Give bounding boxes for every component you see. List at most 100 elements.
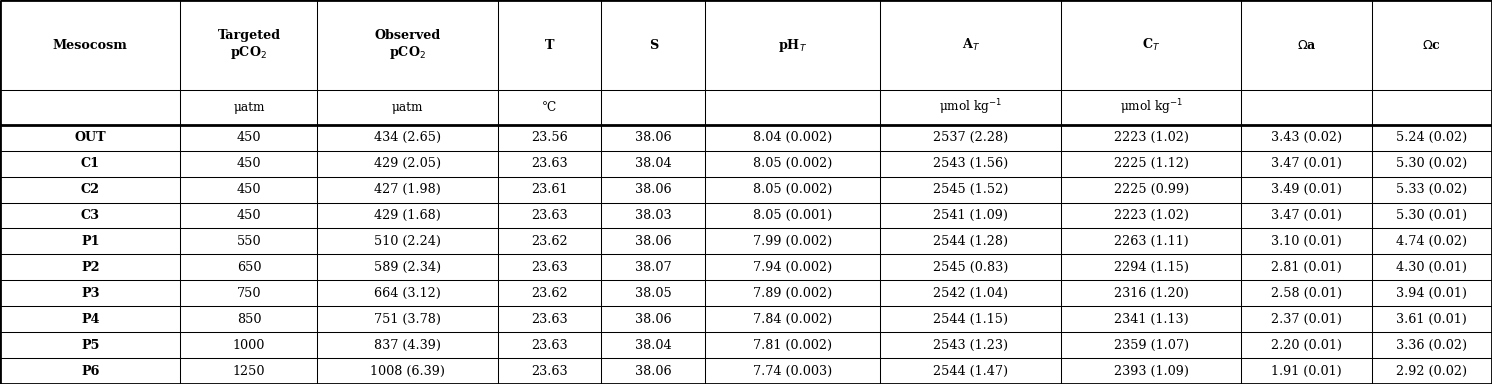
Text: 8.04 (0.002): 8.04 (0.002) <box>753 131 833 144</box>
Text: 7.84 (0.002): 7.84 (0.002) <box>753 313 833 326</box>
Text: 23.63: 23.63 <box>531 209 568 222</box>
Text: 664 (3.12): 664 (3.12) <box>374 287 442 300</box>
Text: 5.24 (0.02): 5.24 (0.02) <box>1397 131 1468 144</box>
Text: μmol kg$^{-1}$: μmol kg$^{-1}$ <box>938 98 1003 118</box>
Text: C$_T$: C$_T$ <box>1141 37 1161 53</box>
Text: μmol kg$^{-1}$: μmol kg$^{-1}$ <box>1119 98 1183 118</box>
Text: 2.81 (0.01): 2.81 (0.01) <box>1271 261 1341 274</box>
Text: 2223 (1.02): 2223 (1.02) <box>1113 209 1189 222</box>
Text: 2.58 (0.01): 2.58 (0.01) <box>1271 287 1343 300</box>
Text: 8.05 (0.002): 8.05 (0.002) <box>753 183 833 196</box>
Text: 2543 (1.23): 2543 (1.23) <box>932 339 1009 352</box>
Text: 3.47 (0.01): 3.47 (0.01) <box>1271 157 1341 170</box>
Text: 450: 450 <box>237 157 261 170</box>
Text: 1008 (6.39): 1008 (6.39) <box>370 364 445 377</box>
Text: 23.63: 23.63 <box>531 261 568 274</box>
Text: 1.91 (0.01): 1.91 (0.01) <box>1271 364 1341 377</box>
Text: 3.36 (0.02): 3.36 (0.02) <box>1397 339 1468 352</box>
Text: 751 (3.78): 751 (3.78) <box>374 313 442 326</box>
Text: 23.63: 23.63 <box>531 339 568 352</box>
Text: 510 (2.24): 510 (2.24) <box>374 235 442 248</box>
Text: 2223 (1.02): 2223 (1.02) <box>1113 131 1189 144</box>
Text: μatm: μatm <box>392 101 424 114</box>
Text: 5.30 (0.01): 5.30 (0.01) <box>1397 209 1468 222</box>
Text: C1: C1 <box>81 157 100 170</box>
Text: 23.62: 23.62 <box>531 287 568 300</box>
Text: 5.30 (0.02): 5.30 (0.02) <box>1397 157 1468 170</box>
Text: $\Omega$a: $\Omega$a <box>1297 39 1316 51</box>
Text: 434 (2.65): 434 (2.65) <box>374 131 442 144</box>
Text: 2.92 (0.02): 2.92 (0.02) <box>1397 364 1468 377</box>
Text: 23.56: 23.56 <box>531 131 568 144</box>
Text: 38.05: 38.05 <box>636 287 671 300</box>
Text: 38.04: 38.04 <box>636 157 671 170</box>
Text: μatm: μatm <box>233 101 264 114</box>
Text: 3.94 (0.01): 3.94 (0.01) <box>1397 287 1467 300</box>
Text: 23.62: 23.62 <box>531 235 568 248</box>
Text: 650: 650 <box>237 261 261 274</box>
Text: 3.10 (0.01): 3.10 (0.01) <box>1271 235 1341 248</box>
Text: 8.05 (0.001): 8.05 (0.001) <box>753 209 833 222</box>
Text: 23.63: 23.63 <box>531 157 568 170</box>
Text: 7.94 (0.002): 7.94 (0.002) <box>753 261 833 274</box>
Text: P5: P5 <box>81 339 100 352</box>
Text: 4.30 (0.01): 4.30 (0.01) <box>1397 261 1467 274</box>
Text: 837 (4.39): 837 (4.39) <box>374 339 442 352</box>
Text: 2542 (1.04): 2542 (1.04) <box>932 287 1009 300</box>
Text: 7.74 (0.003): 7.74 (0.003) <box>753 364 833 377</box>
Text: 2543 (1.56): 2543 (1.56) <box>932 157 1009 170</box>
Text: 23.63: 23.63 <box>531 364 568 377</box>
Text: 23.61: 23.61 <box>531 183 568 196</box>
Text: 7.81 (0.002): 7.81 (0.002) <box>753 339 833 352</box>
Text: 3.61 (0.01): 3.61 (0.01) <box>1397 313 1467 326</box>
Text: 3.47 (0.01): 3.47 (0.01) <box>1271 209 1341 222</box>
Text: P4: P4 <box>81 313 100 326</box>
Text: 550: 550 <box>237 235 261 248</box>
Text: Targeted
pCO$_2$: Targeted pCO$_2$ <box>218 29 280 61</box>
Text: 450: 450 <box>237 209 261 222</box>
Text: 1000: 1000 <box>233 339 266 352</box>
Text: 2225 (0.99): 2225 (0.99) <box>1113 183 1189 196</box>
Text: OUT: OUT <box>75 131 106 144</box>
Text: 38.06: 38.06 <box>636 313 671 326</box>
Text: 3.43 (0.02): 3.43 (0.02) <box>1271 131 1343 144</box>
Text: Observed
pCO$_2$: Observed pCO$_2$ <box>374 29 440 61</box>
Text: 1250: 1250 <box>233 364 266 377</box>
Text: 38.06: 38.06 <box>636 183 671 196</box>
Text: 7.99 (0.002): 7.99 (0.002) <box>753 235 833 248</box>
Text: 2294 (1.15): 2294 (1.15) <box>1113 261 1189 274</box>
Text: 429 (1.68): 429 (1.68) <box>374 209 442 222</box>
Text: 2544 (1.47): 2544 (1.47) <box>932 364 1009 377</box>
Text: P3: P3 <box>81 287 100 300</box>
Text: 8.05 (0.002): 8.05 (0.002) <box>753 157 833 170</box>
Text: P2: P2 <box>81 261 100 274</box>
Text: P1: P1 <box>81 235 100 248</box>
Text: $\Omega$c: $\Omega$c <box>1422 39 1441 51</box>
Text: 2359 (1.07): 2359 (1.07) <box>1113 339 1189 352</box>
Text: 2316 (1.20): 2316 (1.20) <box>1113 287 1189 300</box>
Text: 2544 (1.15): 2544 (1.15) <box>932 313 1009 326</box>
Text: C2: C2 <box>81 183 100 196</box>
Text: 38.04: 38.04 <box>636 339 671 352</box>
Text: 427 (1.98): 427 (1.98) <box>374 183 442 196</box>
Text: 2545 (0.83): 2545 (0.83) <box>932 261 1009 274</box>
Text: 450: 450 <box>237 183 261 196</box>
Text: 7.89 (0.002): 7.89 (0.002) <box>753 287 833 300</box>
Text: 2.20 (0.01): 2.20 (0.01) <box>1271 339 1341 352</box>
Text: 2541 (1.09): 2541 (1.09) <box>932 209 1009 222</box>
Text: 4.74 (0.02): 4.74 (0.02) <box>1397 235 1468 248</box>
Text: 23.63: 23.63 <box>531 313 568 326</box>
Text: 2263 (1.11): 2263 (1.11) <box>1115 235 1189 248</box>
Text: 38.06: 38.06 <box>636 235 671 248</box>
Text: pH$_T$: pH$_T$ <box>779 36 807 54</box>
Text: 589 (2.34): 589 (2.34) <box>374 261 442 274</box>
Text: 2.37 (0.01): 2.37 (0.01) <box>1271 313 1341 326</box>
Text: T: T <box>545 39 555 51</box>
Text: 450: 450 <box>237 131 261 144</box>
Text: 2537 (2.28): 2537 (2.28) <box>932 131 1009 144</box>
Text: 429 (2.05): 429 (2.05) <box>374 157 442 170</box>
Text: C3: C3 <box>81 209 100 222</box>
Text: 2393 (1.09): 2393 (1.09) <box>1113 364 1189 377</box>
Text: 38.06: 38.06 <box>636 364 671 377</box>
Text: 2225 (1.12): 2225 (1.12) <box>1113 157 1189 170</box>
